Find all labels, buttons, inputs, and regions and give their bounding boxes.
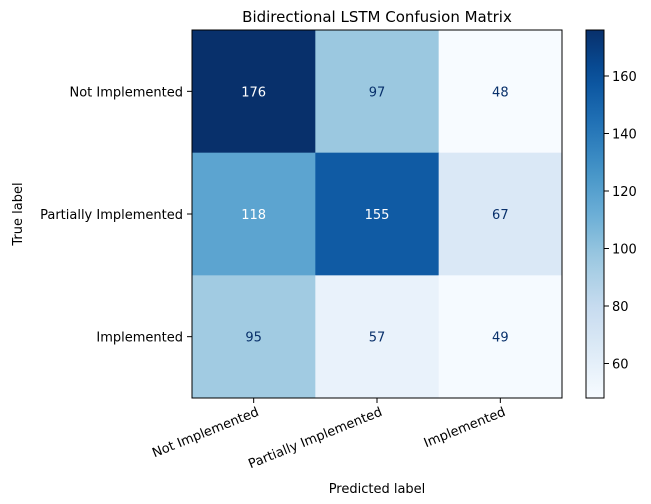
- colorbar-tick-label: 160: [612, 70, 637, 85]
- cell-value-label: 95: [245, 331, 262, 346]
- x-tick-label: Implemented: [422, 405, 508, 451]
- heatmap-cell: [438, 152, 563, 276]
- cell-value-label: 155: [365, 208, 390, 223]
- colorbar-tick-label: 80: [612, 300, 629, 315]
- y-tick-label: Implemented: [96, 331, 183, 346]
- y-tick-label: Not Implemented: [69, 85, 183, 100]
- heatmap-cell: [438, 30, 563, 154]
- y-axis-ticks: Not Implemented Partially Implemented Impl…: [40, 85, 192, 346]
- heatmap-cells: [192, 30, 563, 399]
- chart-title: Bidirectional LSTM Confusion Matrix: [242, 8, 512, 26]
- x-tick-label: Partially Implemented: [246, 405, 384, 472]
- cell-value-label: 97: [369, 85, 386, 100]
- colorbar-tick-label: 140: [612, 128, 637, 143]
- cell-value-label: 49: [492, 331, 509, 346]
- heatmap-cell: [438, 275, 563, 399]
- x-tick-label: Not Implemented: [150, 405, 261, 461]
- heatmap-cell-values: 176 97 48 118 155 67 95 57 49: [241, 85, 508, 345]
- x-axis-label: Predicted label: [329, 482, 426, 497]
- colorbar-tick-label: 100: [612, 243, 637, 258]
- heatmap-cell: [192, 152, 316, 276]
- cell-value-label: 57: [369, 331, 386, 346]
- cell-value-label: 67: [492, 208, 509, 223]
- cell-value-label: 118: [241, 208, 266, 223]
- y-axis-label: True label: [11, 182, 26, 246]
- colorbar: [585, 29, 605, 399]
- heatmap-cell: [315, 275, 440, 399]
- cell-value-label: 48: [492, 85, 509, 100]
- heatmap-cell: [315, 152, 440, 276]
- heatmap-cell: [192, 30, 316, 154]
- colorbar-tick-label: 60: [612, 358, 629, 373]
- cell-value-label: 176: [241, 85, 266, 100]
- colorbar-tick-label: 120: [612, 185, 637, 200]
- heatmap-cell: [315, 30, 440, 154]
- colorbar-ticks: 60 80 100 120 140 160: [604, 70, 637, 373]
- heatmap-cell: [192, 275, 316, 399]
- y-tick-label: Partially Implemented: [40, 208, 183, 223]
